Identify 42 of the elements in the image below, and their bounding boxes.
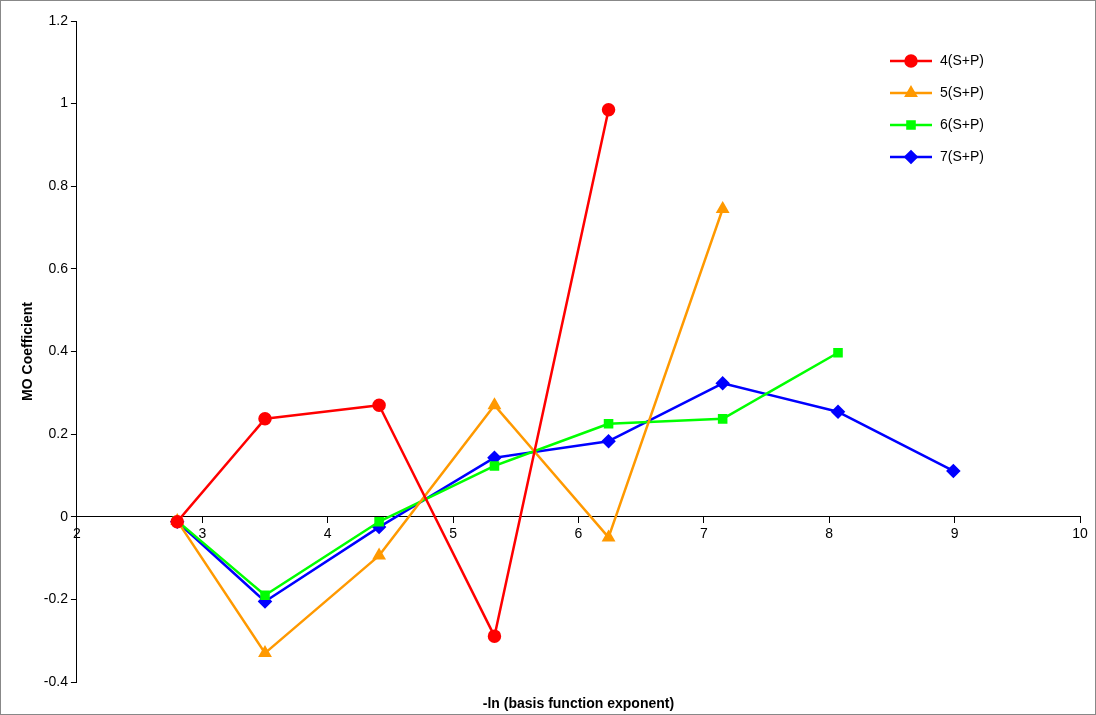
point [602,530,615,542]
point [715,376,730,391]
point [601,434,616,448]
point [258,646,272,658]
point [717,414,728,424]
x-tick-label: 9 [950,525,959,542]
point [260,590,270,601]
x-tick-label: 7 [699,525,708,542]
point [601,103,616,117]
y-tick-label: 1 [60,94,69,111]
point [487,629,502,643]
x-tick-label: 5 [449,525,458,542]
y-tick-label: 1.2 [48,11,69,28]
legend-label: 6(S+P) [940,115,984,132]
x-tick-label: 8 [825,525,834,542]
point [488,398,501,410]
point [489,461,500,471]
y-tick-label: 0.4 [48,342,69,359]
x-tick-label: 10 [1072,525,1088,542]
y-tick-label: 0.6 [48,259,69,276]
y-tick-label: -0.2 [43,590,69,607]
legend-label: 7(S+P) [940,147,984,164]
point [716,202,729,213]
y-tick-label: 0.2 [48,424,69,441]
point [374,516,384,527]
point [603,419,614,429]
y-axis-title: MO Coefficient [19,301,36,401]
x-tick-label: 4 [323,525,332,542]
legend-label: 4(S+P) [940,51,984,68]
point [373,548,386,560]
y-tick-label: 0.8 [48,177,69,194]
point [946,464,961,478]
point [258,412,272,426]
legend-label: 5(S+P) [940,83,984,100]
point [372,398,386,412]
x-axis-title: -ln (basis function exponent) [482,695,675,711]
x-tick-label: 6 [574,525,583,542]
x-tick-label: 3 [198,525,207,542]
point [833,347,843,358]
y-tick-label: 0 [60,507,69,524]
y-tick-label: -0.4 [43,672,69,689]
point [831,405,845,419]
